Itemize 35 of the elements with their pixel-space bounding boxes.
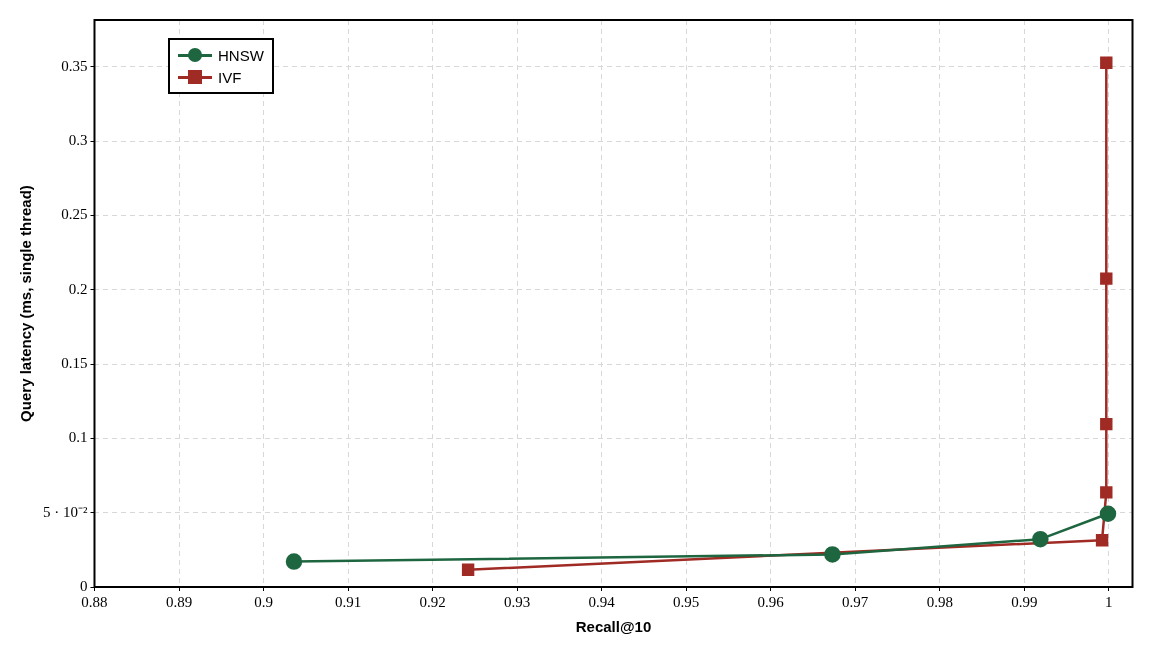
y-tick-label: 0.25 [61, 206, 88, 223]
x-tick-label: 0.96 [757, 593, 785, 610]
x-tick-label: 0.93 [504, 593, 531, 610]
x-tick-label: 0.98 [926, 593, 953, 610]
point [461, 563, 475, 576]
x-tick-label: 0.89 [165, 593, 193, 610]
legend-label: IVF [218, 68, 242, 86]
x-tick-label: 0.97 [842, 593, 869, 610]
point [1095, 533, 1109, 547]
y-tick-label: 0.3 [68, 132, 88, 149]
x-tick-label: 0.91 [334, 593, 362, 610]
point [1032, 530, 1049, 548]
x-tick-label: 0.88 [81, 593, 108, 610]
y-axis-title: Query latency (ms, single thread) [17, 185, 35, 422]
x-tick-label: 0.94 [588, 593, 616, 610]
point [1100, 272, 1113, 285]
x-axis-title: Recall@10 [575, 618, 652, 636]
y-tick-label: 0.1 [68, 429, 88, 446]
point [1099, 505, 1117, 522]
x-tick-label: 1 [1105, 593, 1113, 610]
x-tick-label: 0.95 [673, 593, 700, 610]
legend-label: HNSW [218, 46, 264, 64]
point [1100, 56, 1113, 69]
point [1100, 417, 1113, 431]
point [824, 546, 841, 563]
x-tick-label: 0.99 [1011, 593, 1038, 610]
y-tick-label: 0.15 [61, 355, 88, 371]
point [1100, 486, 1113, 499]
point [285, 553, 303, 570]
y-tick-label: 0.35 [61, 57, 88, 74]
y-tick-label: 5 · 10⁻² [42, 503, 88, 520]
x-tick-label: 0.92 [419, 593, 446, 610]
y-tick-label: 0 [79, 577, 88, 594]
x-tick-label: 0.9 [254, 593, 273, 610]
y-tick-label: 0.2 [68, 280, 88, 297]
